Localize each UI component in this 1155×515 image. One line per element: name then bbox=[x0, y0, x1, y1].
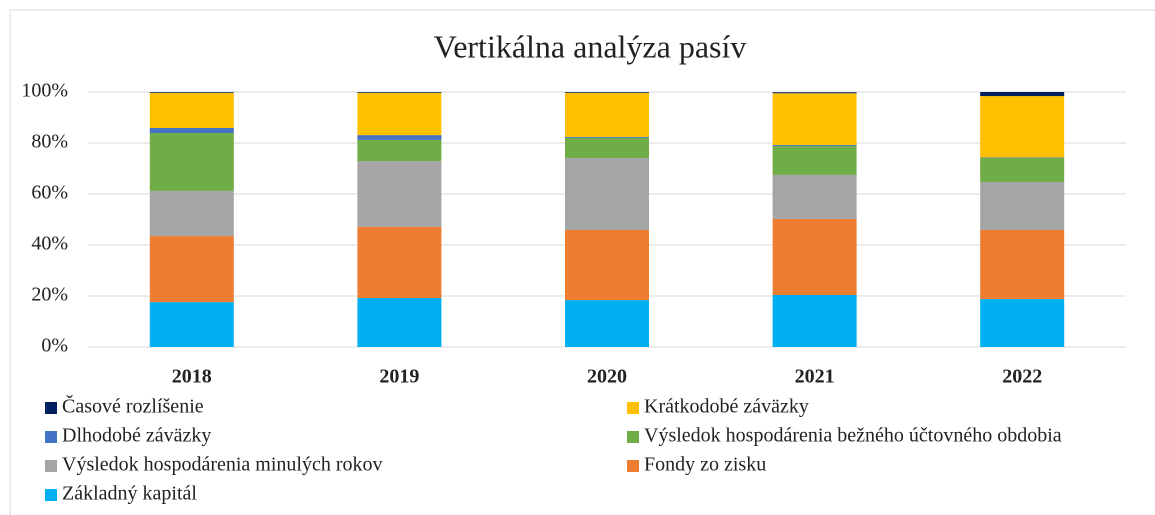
bar-segment bbox=[149, 92, 234, 93]
x-tick-label: 2019 bbox=[379, 366, 419, 388]
x-tick-label: 2021 bbox=[795, 366, 835, 388]
bar-segment bbox=[357, 226, 442, 299]
bar-segment bbox=[149, 92, 234, 128]
bar-segment bbox=[980, 299, 1065, 347]
x-tick-label: 2018 bbox=[172, 366, 212, 388]
legend-label: Fondy zo zisku bbox=[644, 454, 766, 476]
legend-label: Dlhodobé záväzky bbox=[62, 425, 211, 447]
y-tick-label: 0% bbox=[41, 335, 68, 357]
legend-swatch bbox=[627, 431, 639, 443]
bar-segment bbox=[149, 190, 234, 237]
legend-swatch bbox=[45, 431, 57, 443]
x-tick-label: 2020 bbox=[587, 366, 627, 388]
bar-segment bbox=[565, 137, 649, 159]
bar-segment bbox=[772, 93, 857, 146]
legend-swatch bbox=[45, 489, 57, 501]
y-tick-label: 80% bbox=[31, 131, 68, 153]
y-tick-label: 20% bbox=[31, 284, 68, 306]
legend-label: Výsledok hospodárenia minulých rokov bbox=[62, 454, 383, 476]
chart-title: Vertikálna analýza pasív bbox=[434, 28, 747, 64]
bar-segment bbox=[357, 135, 442, 140]
bar-segment bbox=[149, 127, 234, 134]
y-tick-label: 60% bbox=[31, 182, 68, 204]
bar-segment bbox=[772, 146, 857, 175]
bar-segment bbox=[772, 294, 857, 347]
bar-segment bbox=[565, 158, 649, 230]
bar-segment bbox=[357, 92, 442, 136]
x-tick-label: 2022 bbox=[1002, 366, 1042, 388]
chart-border bbox=[9, 9, 1155, 515]
bar-segment bbox=[565, 136, 649, 138]
legend-label: Výsledok hospodárenia bežného účtovného … bbox=[644, 425, 1062, 447]
bar-segment bbox=[357, 298, 442, 347]
bar-segment bbox=[980, 96, 1065, 158]
legend-swatch bbox=[45, 460, 57, 472]
legend-swatch bbox=[627, 460, 639, 472]
bar-segment bbox=[565, 92, 649, 137]
bar-segment bbox=[772, 145, 857, 147]
bar-segment bbox=[565, 300, 649, 347]
bar-segment bbox=[565, 229, 649, 301]
bar-segment bbox=[149, 302, 234, 347]
bar-segment bbox=[980, 92, 1065, 97]
bar-segment bbox=[772, 92, 857, 94]
bar-segment bbox=[149, 133, 234, 191]
bar-segment bbox=[980, 157, 1065, 159]
bar-segment bbox=[357, 161, 442, 227]
bar-segment bbox=[565, 92, 649, 93]
legend-label: Základný kapitál bbox=[62, 483, 197, 505]
bar-segment bbox=[772, 174, 857, 219]
bar-segment bbox=[772, 218, 857, 295]
y-tick-label: 40% bbox=[31, 233, 68, 255]
legend-swatch bbox=[627, 402, 639, 414]
legend-label: Časové rozlíšenie bbox=[62, 394, 204, 418]
y-tick-label: 100% bbox=[21, 80, 68, 102]
legend-swatch bbox=[45, 402, 57, 414]
bar-segment bbox=[357, 92, 442, 93]
bar-segment bbox=[149, 236, 234, 303]
bar-segment bbox=[980, 229, 1065, 300]
bar-segment bbox=[357, 139, 442, 162]
legend-label: Krátkodobé záväzky bbox=[644, 396, 809, 418]
bar-segment bbox=[980, 158, 1065, 183]
bar-segment bbox=[980, 182, 1065, 230]
